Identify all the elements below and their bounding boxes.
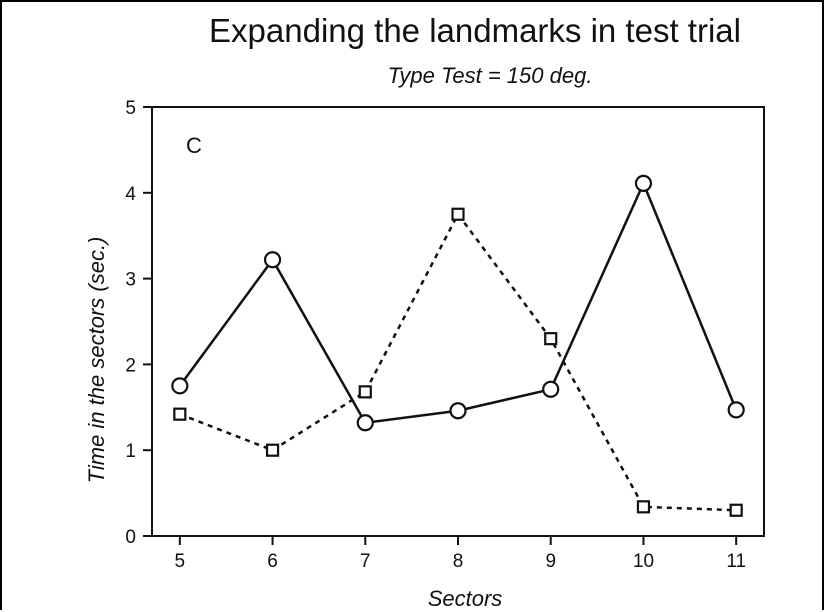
- y-tick-label: 0: [125, 527, 136, 548]
- y-tick-label: 5: [125, 98, 136, 119]
- x-tick-label: 9: [545, 551, 556, 572]
- series-2-point: [173, 407, 187, 421]
- series-1-point: [263, 251, 282, 269]
- x-tick-label: 8: [453, 551, 464, 572]
- series-1-point: [449, 402, 467, 420]
- x-tick-label: 11: [726, 551, 746, 572]
- series-2-point: [451, 207, 465, 221]
- series-lines: [178, 180, 738, 512]
- series-1-point: [356, 414, 374, 432]
- series-2-line: [179, 211, 737, 512]
- y-tick-label: 2: [125, 355, 136, 376]
- y-tick-label: 3: [125, 270, 136, 291]
- y-tick-label: 4: [125, 184, 136, 205]
- axis-ticks: 5 6 7 8 9 10 11 0 1 2 3 4 5: [125, 98, 746, 572]
- series-1-point: [171, 377, 189, 395]
- series-2-point: [729, 503, 743, 517]
- chart-subtitle: Type Test = 150 deg.: [388, 63, 593, 88]
- x-tick-label: 6: [267, 551, 278, 572]
- series-1-point: [542, 380, 560, 398]
- x-tick-label: 7: [360, 551, 371, 572]
- series-2-point: [358, 385, 372, 399]
- chart-title: Expanding the landmarks in test trial: [209, 12, 741, 49]
- x-tick-label: 10: [633, 551, 654, 572]
- y-axis-label: Time in the sectors (sec.): [84, 237, 109, 484]
- series-2-point: [265, 443, 280, 457]
- x-axis-label: Sectors: [428, 586, 503, 611]
- series-1-point: [727, 401, 745, 419]
- series-2-point: [636, 500, 651, 514]
- series-markers: [171, 174, 745, 517]
- x-tick-label: 5: [175, 551, 186, 572]
- y-tick-label: 1: [125, 441, 136, 462]
- plot-area: [151, 106, 765, 537]
- series-2-point: [544, 332, 558, 346]
- panel-label: C: [186, 133, 202, 158]
- series-1-point: [634, 174, 653, 192]
